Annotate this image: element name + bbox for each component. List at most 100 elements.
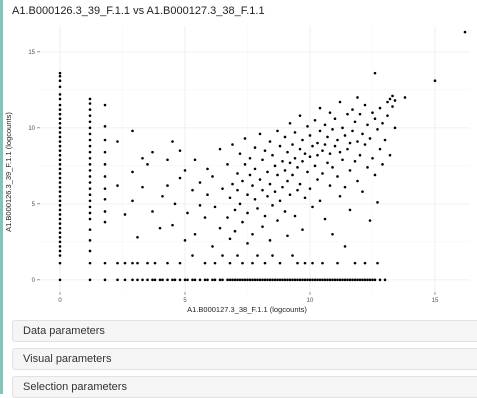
scatter-point — [388, 97, 392, 101]
scatter-point — [266, 170, 269, 174]
scatter-point — [88, 175, 92, 178]
scatter-point — [333, 144, 337, 148]
scatter-point — [123, 278, 127, 282]
scatter-point — [146, 261, 149, 265]
scatter-point — [103, 150, 107, 154]
selection-parameters-panel[interactable]: Selection parameters — [12, 376, 477, 398]
scatter-point — [333, 278, 337, 282]
visual-parameters-panel[interactable]: Visual parameters — [12, 348, 477, 370]
scatter-point — [288, 121, 292, 125]
scatter-point — [221, 278, 224, 282]
scatter-point — [376, 261, 379, 265]
scatter-point — [286, 234, 289, 238]
scatter-point — [213, 205, 217, 209]
scatter-point — [88, 156, 92, 160]
scatter-point — [336, 261, 339, 265]
scatter-point — [88, 102, 92, 105]
scatter-point — [281, 278, 284, 282]
scatter-point — [238, 202, 242, 206]
scatter-point — [286, 278, 289, 282]
data-parameters-panel[interactable]: Data parameters — [12, 320, 477, 342]
scatter-point — [278, 144, 282, 148]
scatter-point — [58, 131, 62, 134]
scatter-point — [256, 254, 259, 257]
scatter-point — [58, 245, 62, 248]
scatter-point — [58, 144, 62, 148]
scatter-point — [256, 207, 259, 210]
scatter-point — [58, 249, 62, 253]
scatter-point — [276, 173, 279, 177]
scatter-point — [333, 117, 337, 121]
scatter-point — [371, 278, 374, 282]
scatter-point — [171, 140, 174, 143]
scatter-point — [153, 278, 157, 282]
scatter-point — [58, 226, 62, 230]
scatter-point — [368, 137, 372, 140]
scatter-point — [131, 170, 134, 174]
scatter-point — [166, 184, 169, 187]
scatter-point — [298, 182, 302, 186]
scatter-point — [131, 261, 134, 265]
x-tick-label: 5 — [183, 298, 187, 304]
scatter-point — [88, 126, 92, 130]
scatter-point — [378, 106, 382, 110]
scatter-point — [88, 211, 92, 215]
scatter-point — [173, 202, 177, 206]
scatter-point — [103, 163, 107, 166]
scatter-point — [136, 261, 139, 265]
scatter-point — [358, 153, 362, 157]
scatter-point — [291, 173, 294, 177]
scatter-point — [103, 103, 107, 107]
scatter-point — [308, 134, 312, 137]
plot-panel — [40, 26, 470, 292]
scatter-point — [336, 175, 339, 178]
scatter-point — [348, 141, 352, 145]
scatter-point — [338, 100, 342, 104]
scatter-point — [318, 129, 322, 133]
scatter-point — [136, 278, 139, 282]
scatter-point — [241, 261, 244, 265]
scatter-point — [153, 261, 157, 265]
scatter-point — [321, 172, 324, 175]
scatter-point — [58, 213, 62, 216]
data-points — [58, 30, 467, 282]
scatter-point — [123, 213, 127, 216]
scatter-point — [346, 112, 349, 116]
scatter-point — [353, 159, 357, 163]
scatter-point — [58, 135, 62, 139]
scatter-point — [58, 121, 62, 125]
scatter-point — [88, 205, 92, 209]
scatter-point — [251, 232, 254, 236]
scatter-point — [351, 129, 354, 133]
scatter-point — [58, 85, 62, 89]
scatter-plot[interactable]: 0 5 10 15 0 5 10 15 A1.B000127.3_38_F.1.1 (logc… — [0, 20, 477, 316]
scatter-point — [321, 149, 324, 152]
scatter-point — [298, 114, 302, 117]
scatter-point — [88, 261, 92, 265]
scatter-point — [183, 278, 187, 282]
scatter-point — [271, 254, 274, 257]
scatter-point — [293, 278, 297, 282]
scatter-point — [146, 278, 149, 282]
scatter-point — [88, 138, 92, 142]
scatter-point — [261, 225, 264, 228]
scatter-point — [328, 111, 332, 114]
scatter-point — [386, 114, 389, 117]
scatter-point — [368, 219, 372, 222]
scatter-point — [273, 278, 277, 282]
scatter-point — [158, 226, 162, 230]
scatter-point — [283, 135, 287, 139]
scatter-point — [58, 167, 62, 171]
axis-ticks: 0 5 10 15 0 5 10 15 — [28, 50, 439, 304]
scatter-point — [226, 163, 229, 166]
plot-title: A1.B000126.3_39_F.1.1 vs A1.B000127.3_38… — [12, 5, 265, 17]
scatter-point — [286, 150, 289, 154]
scatter-point — [386, 100, 389, 104]
scatter-point — [361, 190, 364, 193]
scatter-point — [58, 153, 62, 157]
scatter-point — [251, 278, 254, 282]
scatter-point — [88, 278, 92, 282]
scatter-point — [463, 30, 467, 34]
scatter-point — [58, 217, 62, 221]
scatter-point — [103, 125, 107, 128]
